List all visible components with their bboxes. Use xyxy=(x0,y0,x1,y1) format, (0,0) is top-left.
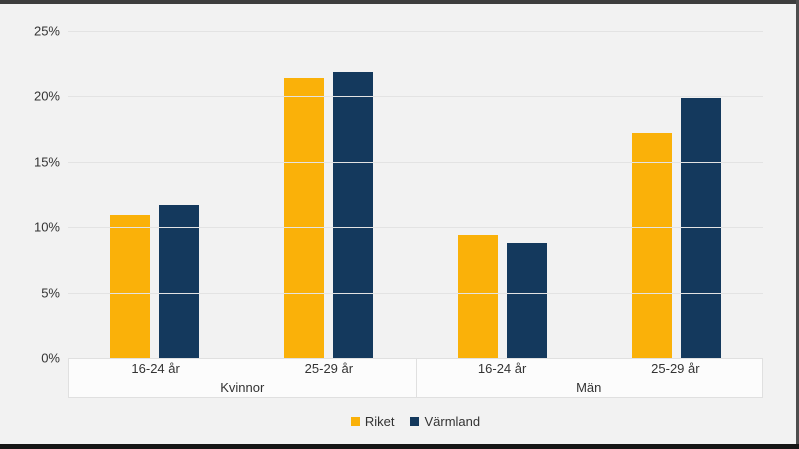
x-axis-age-label: 25-29 år xyxy=(651,361,700,376)
gridline xyxy=(68,31,763,32)
bar-group xyxy=(242,31,416,358)
x-axis-age-row: 16-24 år 25-29 år 16-24 år 25-29 år xyxy=(69,359,762,378)
bar-vrmland[interactable] xyxy=(506,242,547,358)
bar-riket[interactable] xyxy=(110,215,151,358)
y-axis-tick-label: 15% xyxy=(33,154,60,170)
legend-label: Riket xyxy=(364,413,395,429)
y-axis-tick-label: 25% xyxy=(33,23,60,39)
window-top-border xyxy=(0,0,799,4)
gridline xyxy=(68,96,763,98)
window-bottom-border xyxy=(0,444,799,449)
window-right-border xyxy=(796,0,799,449)
bar-vrmland[interactable] xyxy=(159,204,200,358)
gridline xyxy=(68,161,763,163)
bar-riket[interactable] xyxy=(284,78,325,358)
y-axis-tick-label: 10% xyxy=(33,219,60,235)
gridline xyxy=(68,227,763,229)
bar-riket[interactable] xyxy=(631,133,672,358)
x-axis-group-label: Kvinnor xyxy=(220,380,265,395)
legend-swatch-icon xyxy=(350,416,360,426)
y-axis-tick-label: 20% xyxy=(33,88,60,104)
bar-group xyxy=(68,31,242,358)
section-män xyxy=(416,31,764,358)
gridline xyxy=(68,292,763,294)
x-axis-age-label: 25-29 år xyxy=(304,361,354,376)
bar-vrmland[interactable] xyxy=(333,71,374,358)
x-axis-band: 16-24 år 25-29 år 16-24 år 25-29 år Kvinnor… xyxy=(68,358,763,398)
x-axis-age-label: 16-24 år xyxy=(131,361,180,376)
legend: Riket Värmland xyxy=(68,411,763,431)
y-axis-tick-label: 0% xyxy=(41,350,60,366)
bar-group xyxy=(589,31,763,358)
legend-item-vrmland[interactable]: Värmland xyxy=(410,414,480,429)
x-axis-age-label: 16-24 år xyxy=(477,361,527,376)
legend-item-riket[interactable]: Riket xyxy=(350,413,395,429)
legend-swatch-icon xyxy=(410,416,420,426)
x-axis-group-separator xyxy=(415,359,417,397)
plot-area xyxy=(68,31,763,358)
bar-riket[interactable] xyxy=(457,235,498,358)
y-axis-tick-label: 5% xyxy=(41,285,60,301)
x-axis-gender-row: Kvinnor Män xyxy=(69,378,762,397)
x-axis-group-label: Män xyxy=(576,380,602,395)
bar-group xyxy=(416,31,590,358)
legend-label: Värmland xyxy=(424,413,481,429)
section-kvinnor xyxy=(68,31,416,358)
